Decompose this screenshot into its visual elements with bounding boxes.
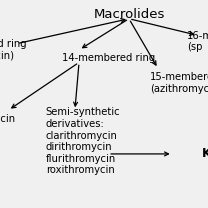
Text: 15-membered
(azithromyc: 15-membered (azithromyc	[150, 72, 208, 94]
Text: Semi-synthetic
derivatives:
clarithromycin
dirithromycin
flurithromycin
roxithro: Semi-synthetic derivatives: clarithromyc…	[46, 108, 120, 175]
Text: romycin
etc.): romycin etc.)	[0, 114, 15, 136]
Text: pered ring
vmycin): pered ring vmycin)	[0, 39, 27, 61]
Text: 16-m
(sp: 16-m (sp	[187, 31, 208, 52]
Text: Macrolides: Macrolides	[93, 8, 165, 21]
Text: K: K	[202, 147, 208, 160]
Text: 14-membered ring: 14-membered ring	[62, 53, 156, 63]
